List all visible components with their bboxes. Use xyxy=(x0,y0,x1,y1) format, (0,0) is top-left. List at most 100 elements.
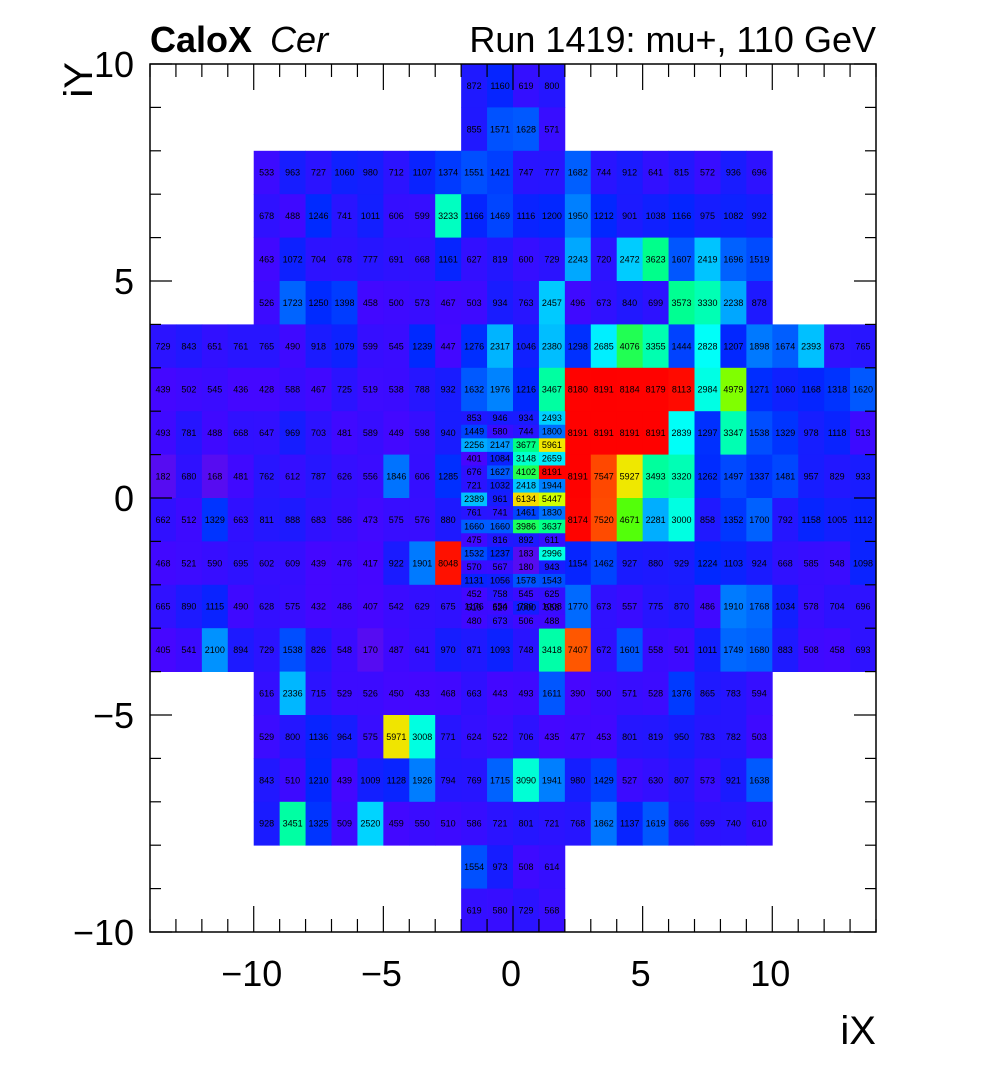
cell-value-label: 1000 xyxy=(516,603,536,613)
heatmap-cell xyxy=(746,541,773,586)
cell-value-label: 1060 xyxy=(334,168,354,178)
heatmap-cell xyxy=(487,628,514,672)
heatmap-cell xyxy=(590,281,618,325)
cell-value-label: 401 xyxy=(467,453,482,463)
heatmap-cell xyxy=(642,715,669,759)
heatmap-cell xyxy=(227,324,255,369)
cell-value-label: 2659 xyxy=(542,453,562,463)
heatmap-cell xyxy=(720,281,747,325)
heatmap-cell xyxy=(175,324,203,369)
cell-value-label: 1421 xyxy=(490,168,510,178)
heatmap-cell xyxy=(590,671,618,716)
cell-value-label: 3330 xyxy=(697,298,717,308)
heatmap-cell xyxy=(279,584,306,629)
cell-value-label: 8191 xyxy=(568,428,588,438)
heatmap-cell xyxy=(305,194,332,238)
heatmap-cell xyxy=(331,541,358,586)
heatmap-cell xyxy=(824,498,851,542)
cell-value-label: 1136 xyxy=(309,732,328,742)
heatmap-cell xyxy=(642,801,669,846)
heatmap-cell xyxy=(668,671,695,716)
heatmap-cell xyxy=(538,614,566,629)
heatmap-cell xyxy=(513,546,540,561)
heatmap-cell xyxy=(538,506,566,521)
heatmap-cell xyxy=(487,801,514,846)
heatmap-cell xyxy=(772,367,799,412)
heatmap-cell xyxy=(850,324,877,369)
x-tick-label: −10 xyxy=(221,953,282,994)
heatmap-cell xyxy=(150,324,177,369)
cell-value-label: 946 xyxy=(493,413,508,423)
heatmap-cell xyxy=(746,411,773,455)
cell-value-label: 1072 xyxy=(283,254,303,264)
heatmap-cell xyxy=(331,758,358,803)
heatmap-cell xyxy=(487,506,514,521)
heatmap-cell xyxy=(487,715,514,759)
heatmap-cell xyxy=(746,150,773,195)
cell-value-label: 3637 xyxy=(542,521,562,531)
heatmap-cell xyxy=(694,194,721,238)
heatmap-cell xyxy=(409,150,436,195)
cell-value-label: 1846 xyxy=(386,471,406,481)
cell-value-label: 696 xyxy=(752,168,767,178)
heatmap-cell xyxy=(435,584,462,629)
cell-value-label: 1950 xyxy=(568,211,588,221)
cell-value-label: 699 xyxy=(700,819,715,829)
cell-value-label: 443 xyxy=(493,688,508,698)
heatmap-cell xyxy=(227,411,255,455)
cell-value-label: 720 xyxy=(596,254,611,264)
heatmap-cell xyxy=(616,758,644,803)
cell-value-label: 741 xyxy=(493,508,508,518)
cell-value-label: 928 xyxy=(259,819,274,829)
cell-value-label: 477 xyxy=(570,732,585,742)
heatmap-cell xyxy=(383,194,410,238)
cell-value-label: 980 xyxy=(570,775,585,785)
cell-value-label: 641 xyxy=(415,645,430,655)
heatmap-cell xyxy=(409,324,436,369)
cell-value-label: 761 xyxy=(233,341,248,351)
cell-value-label: 1462 xyxy=(594,558,614,568)
heatmap-cell xyxy=(694,454,721,499)
heatmap-cell xyxy=(642,584,669,629)
cell-value-label: 168 xyxy=(207,471,222,481)
heatmap-cell xyxy=(383,237,410,282)
cell-value-label: 548 xyxy=(337,645,352,655)
heatmap-cell xyxy=(720,671,747,716)
cell-value-label: 647 xyxy=(259,428,274,438)
x-axis-label: iX xyxy=(840,1009,876,1053)
heatmap-cell xyxy=(383,715,410,759)
cell-value-label: 1262 xyxy=(697,471,717,481)
heatmap-cell xyxy=(694,324,721,369)
cell-value-label: 975 xyxy=(700,211,715,221)
heatmap-cell xyxy=(746,758,773,803)
heatmap-cell xyxy=(538,465,566,480)
heatmap-cell xyxy=(357,454,384,499)
cell-value-label: 502 xyxy=(181,385,196,395)
cell-value-label: 3000 xyxy=(672,515,692,525)
heatmap-cell xyxy=(798,367,825,412)
heatmap-cell xyxy=(305,671,332,716)
cell-value-label: 8191 xyxy=(542,467,562,477)
cell-value-label: 3573 xyxy=(672,298,692,308)
heatmap-cell xyxy=(461,367,488,412)
cell-value-label: 571 xyxy=(544,124,559,134)
heatmap-cell xyxy=(590,584,618,629)
cell-value-label: 819 xyxy=(493,254,508,264)
cell-value-label: 2243 xyxy=(568,254,588,264)
heatmap-cell xyxy=(616,584,644,629)
heatmap-cell xyxy=(357,367,384,412)
cell-value-label: 7407 xyxy=(568,645,588,655)
cell-value-label: 3623 xyxy=(646,254,666,264)
heatmap-cell xyxy=(746,715,773,759)
heatmap-cell xyxy=(331,281,358,325)
heatmap-cell xyxy=(305,150,332,195)
cell-value-label: 405 xyxy=(155,645,170,655)
cell-value-label: 468 xyxy=(441,688,456,698)
y-tick-label: 0 xyxy=(114,478,134,519)
cell-value-label: 3355 xyxy=(646,341,666,351)
cell-value-label: 787 xyxy=(311,471,326,481)
heatmap-cell xyxy=(383,498,410,542)
heatmap-cell xyxy=(513,492,540,507)
heatmap-cell xyxy=(642,454,669,499)
heatmap-cell xyxy=(201,584,229,629)
